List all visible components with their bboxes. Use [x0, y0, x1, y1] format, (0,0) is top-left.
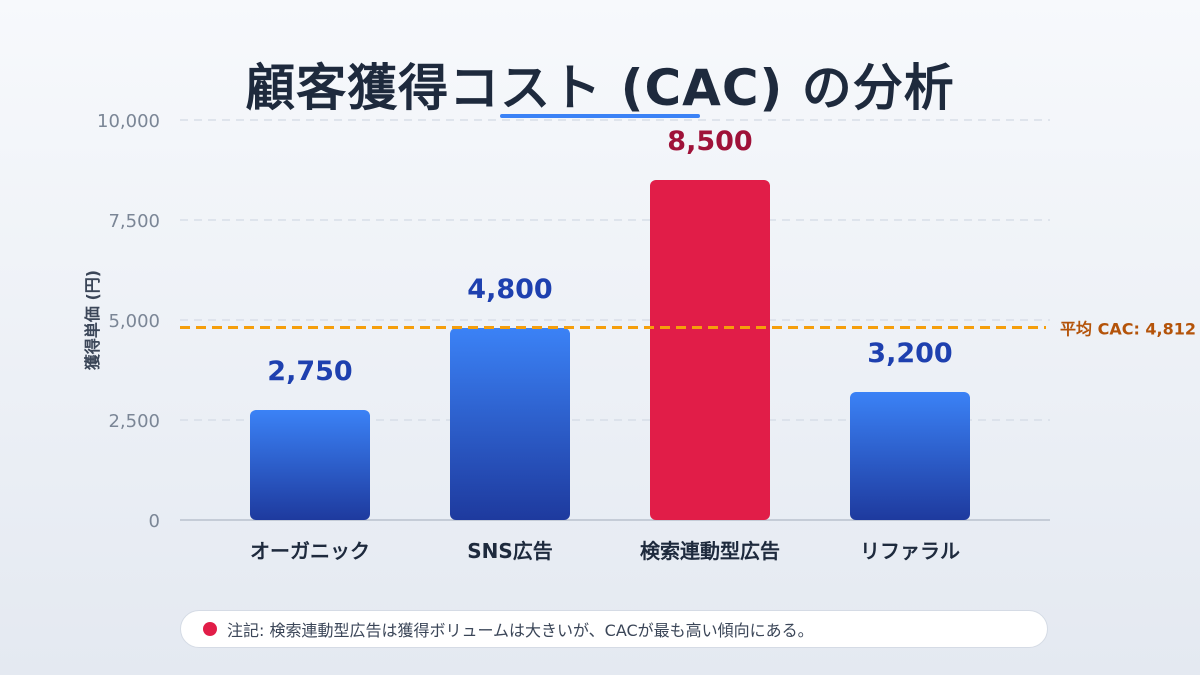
x-tick-label: SNS広告 [467, 539, 553, 563]
bar [850, 392, 970, 520]
x-tick-label: オーガニック [250, 539, 370, 563]
y-tick-label: 5,000 [108, 311, 160, 332]
chart-title: 顧客獲得コスト (CAC) の分析 [245, 59, 955, 117]
bar [650, 180, 770, 520]
x-tick-label: リファラル [860, 539, 960, 563]
data-label: 8,500 [667, 126, 752, 157]
x-tick-label: 検索連動型広告 [640, 539, 780, 563]
y-axis-label: 獲得単価 (円) [83, 270, 102, 370]
bar [250, 410, 370, 520]
data-label: 2,750 [267, 356, 352, 387]
bar [450, 328, 570, 520]
note-dot-icon [203, 622, 217, 636]
title-underline [500, 114, 700, 118]
y-tick-label: 2,500 [108, 411, 160, 432]
average-label: 平均 CAC: 4,812 [1060, 320, 1196, 339]
note-box: 注記: 検索連動型広告は獲得ボリュームは大きいが、CACが最も高い傾向にある。 [180, 610, 1048, 648]
y-tick-label: 7,500 [108, 211, 160, 232]
note-text: 注記: 検索連動型広告は獲得ボリュームは大きいが、CACが最も高い傾向にある。 [227, 621, 814, 640]
data-label: 3,200 [867, 338, 952, 369]
data-label: 4,800 [467, 274, 552, 305]
y-tick-label: 0 [149, 511, 160, 532]
y-tick-label: 10,000 [97, 111, 160, 132]
